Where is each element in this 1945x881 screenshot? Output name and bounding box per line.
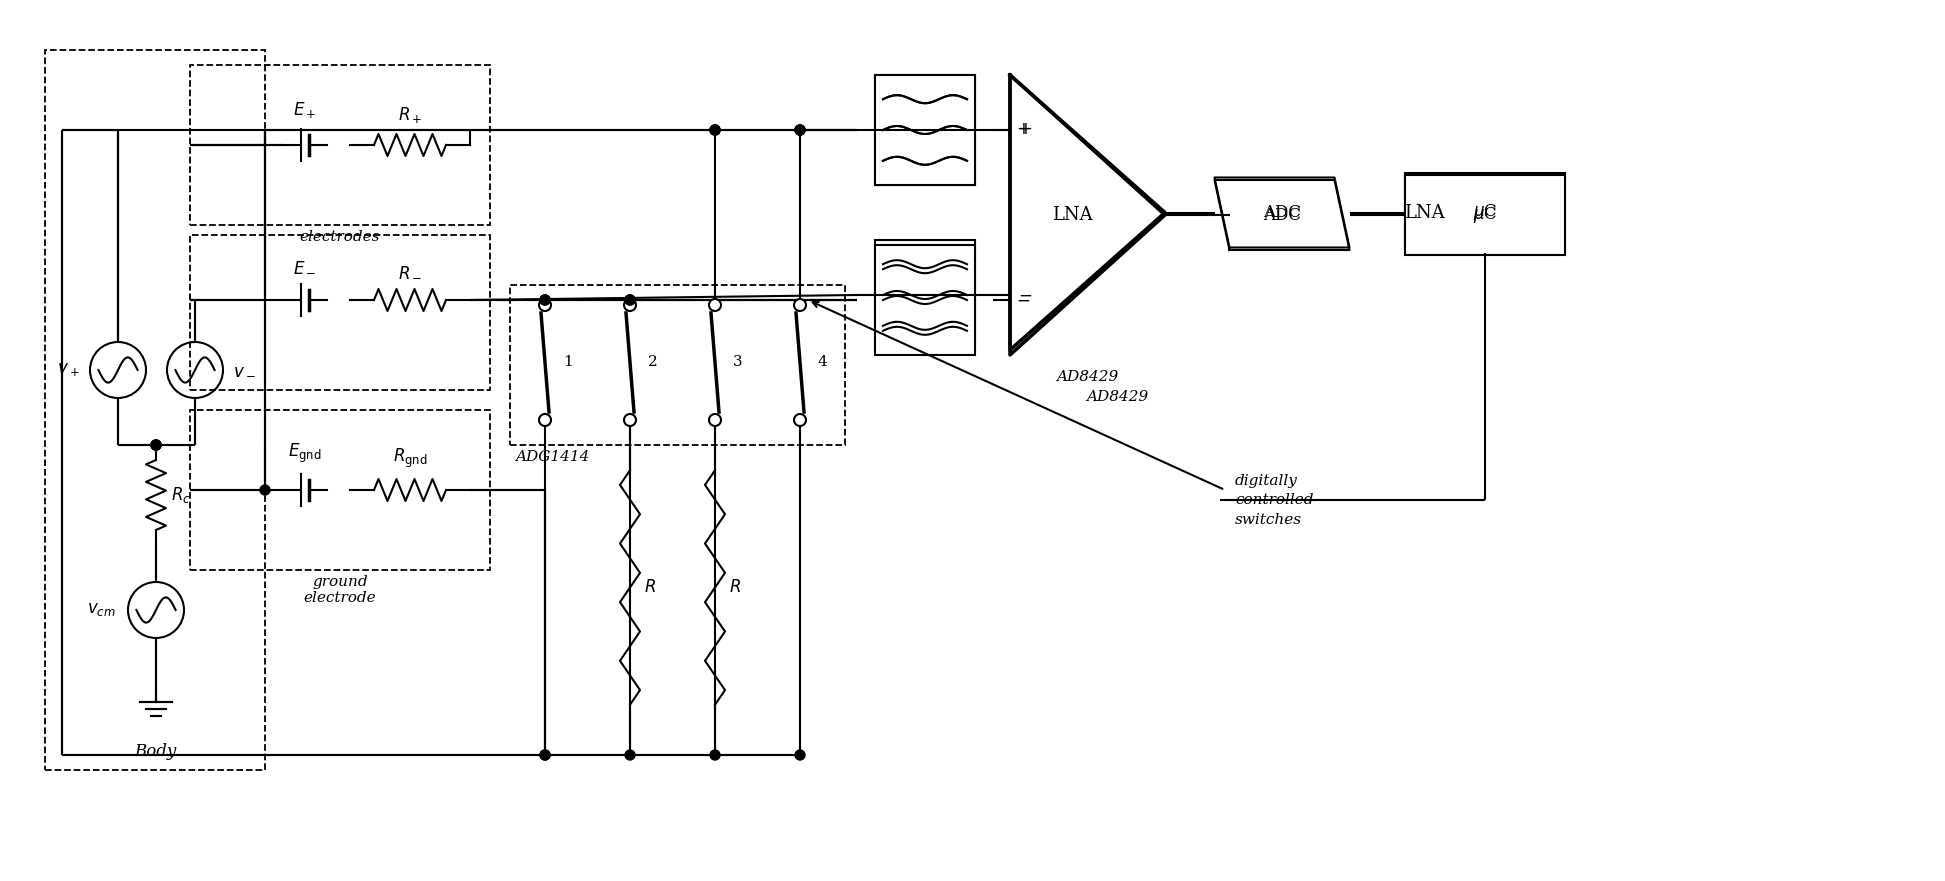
Text: Body: Body — [134, 743, 177, 760]
Circle shape — [796, 125, 805, 135]
Bar — [875, 240, 974, 350]
Text: 3: 3 — [733, 356, 743, 369]
Circle shape — [710, 750, 720, 760]
Circle shape — [541, 295, 550, 305]
Circle shape — [541, 295, 550, 305]
Text: 2: 2 — [648, 356, 657, 369]
Text: $v_-$: $v_-$ — [233, 361, 255, 379]
Text: digitally
controlled
switches: digitally controlled switches — [1235, 473, 1313, 527]
Text: ADC: ADC — [1262, 204, 1301, 221]
Bar — [45, 50, 265, 770]
Text: $R$: $R$ — [729, 579, 741, 596]
Text: 1: 1 — [562, 356, 572, 369]
Circle shape — [710, 414, 722, 426]
Circle shape — [539, 299, 550, 311]
Circle shape — [541, 750, 550, 760]
Bar — [1404, 175, 1566, 255]
Text: $v_+$: $v_+$ — [58, 361, 80, 379]
Text: electrodes: electrodes — [300, 230, 381, 244]
Text: $R$: $R$ — [644, 579, 655, 596]
Bar — [191, 235, 490, 390]
Text: 4: 4 — [819, 356, 829, 369]
Text: ADC: ADC — [1262, 206, 1301, 224]
Bar — [875, 245, 974, 355]
Circle shape — [624, 295, 634, 305]
Bar — [875, 75, 974, 185]
Text: $v_{cm}$: $v_{cm}$ — [88, 602, 117, 618]
Circle shape — [710, 125, 720, 135]
Circle shape — [796, 125, 805, 135]
Text: $+$: $+$ — [1015, 122, 1031, 138]
Circle shape — [710, 125, 720, 135]
Text: $E_+$: $E_+$ — [294, 100, 317, 120]
Circle shape — [624, 414, 636, 426]
Bar — [875, 75, 974, 185]
Text: $+$: $+$ — [1017, 122, 1033, 138]
Circle shape — [796, 750, 805, 760]
Text: $E_\mathrm{gnd}$: $E_\mathrm{gnd}$ — [288, 441, 321, 465]
Circle shape — [624, 295, 634, 305]
Text: $-$: $-$ — [1015, 292, 1031, 308]
Circle shape — [796, 125, 805, 135]
Text: AD8429: AD8429 — [1056, 370, 1118, 384]
Bar — [191, 65, 490, 225]
Circle shape — [794, 414, 805, 426]
Text: $E_-$: $E_-$ — [294, 258, 317, 275]
Text: LNA: LNA — [1052, 206, 1093, 224]
Circle shape — [710, 125, 720, 135]
Circle shape — [152, 440, 161, 450]
Circle shape — [541, 295, 550, 305]
Text: ADG1414: ADG1414 — [515, 450, 589, 464]
Text: ground
electrode: ground electrode — [303, 575, 375, 605]
Circle shape — [624, 299, 636, 311]
Text: $\mu$C: $\mu$C — [1472, 205, 1498, 225]
Text: $-$: $-$ — [1017, 286, 1033, 303]
Text: LNA: LNA — [1404, 204, 1445, 221]
Bar — [1404, 173, 1566, 253]
Bar — [510, 285, 844, 445]
Text: AD8429: AD8429 — [1087, 390, 1149, 404]
Text: $R_c$: $R_c$ — [171, 485, 191, 505]
Circle shape — [624, 750, 634, 760]
Bar — [191, 410, 490, 570]
Circle shape — [152, 440, 161, 450]
Circle shape — [710, 299, 722, 311]
Circle shape — [624, 295, 634, 305]
Text: $R_-$: $R_-$ — [399, 263, 422, 280]
Circle shape — [794, 299, 805, 311]
Text: $R_+$: $R_+$ — [399, 105, 422, 125]
Text: $R_\mathrm{gnd}$: $R_\mathrm{gnd}$ — [393, 447, 428, 470]
Circle shape — [261, 485, 270, 495]
Circle shape — [539, 414, 550, 426]
Text: $\mu$C: $\mu$C — [1472, 203, 1498, 223]
Circle shape — [152, 440, 161, 450]
Circle shape — [541, 750, 550, 760]
